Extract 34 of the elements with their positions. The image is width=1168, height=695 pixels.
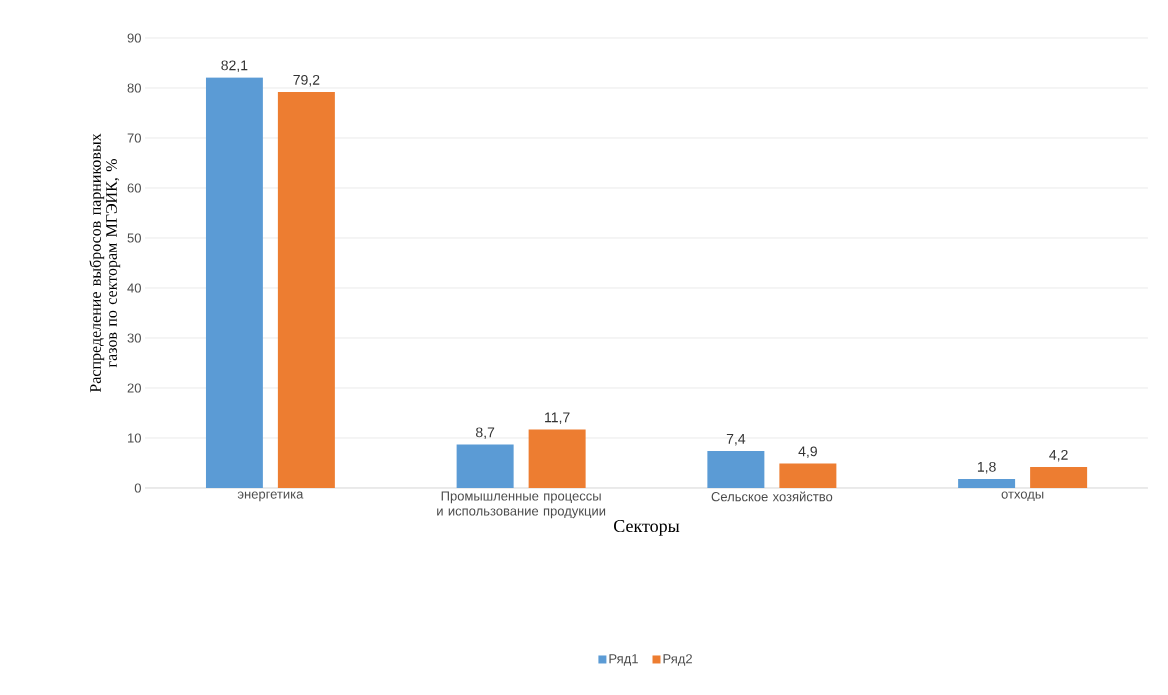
y-tick-label: 0 <box>134 483 141 493</box>
bar <box>779 463 837 488</box>
x-tick-label: Сельское хозяйство <box>711 491 833 502</box>
x-tick-label: Промышленные процессы и использование продукции <box>437 491 606 519</box>
data-label: 4,2 <box>1049 449 1068 462</box>
bar <box>528 429 586 488</box>
data-label: 1,8 <box>977 461 996 474</box>
y-tick-label: 90 <box>127 33 141 43</box>
legend-label: Ряд1 <box>609 654 638 666</box>
x-tick-label: энергетика <box>237 491 304 502</box>
data-label: 11,7 <box>545 412 570 424</box>
y-tick-label: 50 <box>127 233 141 243</box>
y-tick-label: 60 <box>127 183 141 193</box>
y-tick-label: 40 <box>127 283 141 293</box>
bar <box>707 450 765 488</box>
data-label: 82,1 <box>221 60 248 72</box>
bar <box>205 77 263 488</box>
y-tick-label: 20 <box>127 383 141 393</box>
bar <box>1030 466 1088 488</box>
y-axis-title: Распределение выбросов парниковых газов по секторам МГЭИК, % <box>89 133 121 393</box>
x-tick-label: отходы <box>1001 491 1044 502</box>
y-tick-label: 80 <box>127 83 141 93</box>
legend-label: Ряд2 <box>663 654 692 666</box>
y-tick-label: 30 <box>127 333 141 343</box>
bar <box>456 444 514 488</box>
bar <box>958 478 1016 488</box>
data-label: 4,9 <box>798 446 817 458</box>
data-label: 79,2 <box>293 74 320 87</box>
bar <box>277 91 335 488</box>
y-tick-label: 10 <box>128 433 141 443</box>
data-label: 7,4 <box>726 434 746 446</box>
x-axis-title: Секторы <box>614 520 680 536</box>
y-tick-label: 70 <box>127 133 141 143</box>
data-label: 8,7 <box>476 427 495 439</box>
